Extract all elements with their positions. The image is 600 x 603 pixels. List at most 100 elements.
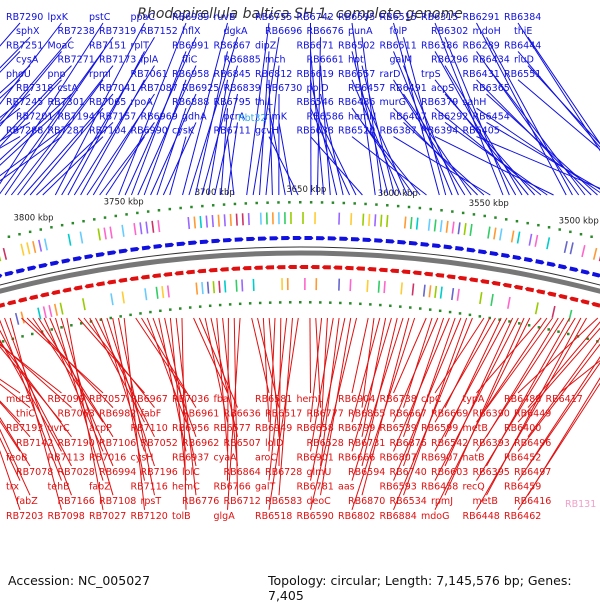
forward-feature-bar (212, 215, 213, 227)
reverse-gene-arrow (51, 290, 61, 296)
forward-feature-bar (535, 235, 537, 247)
reverse-gene-label: RB6590 (297, 511, 334, 522)
forward-gene-label: RB7245 (6, 97, 43, 108)
forward-feature-bar (435, 219, 436, 231)
forward-gene-label: pstC (89, 12, 111, 23)
reverse-feature-bar (401, 282, 402, 294)
reverse-gene-arrow (344, 266, 353, 270)
reverse-gene-arrow (536, 289, 546, 295)
reverse-gene-arrow (322, 265, 331, 269)
forward-feature-bar (110, 227, 112, 239)
reverse-gene-label: aroC (255, 452, 277, 463)
forward-gene-label: RB6586 (307, 111, 344, 122)
forward-gene-label: RB7157 (99, 111, 136, 122)
reverse-gene-arrow (231, 267, 240, 271)
forward-gene-label: RB6755 (255, 12, 292, 23)
forward-gene-label: RB6454 (473, 111, 510, 122)
tick-dot (8, 235, 11, 238)
forward-gene-label: RB6291 (463, 12, 500, 23)
forward-feature-bar (458, 222, 460, 234)
tick-dot (389, 305, 392, 308)
forward-feature-bar (570, 242, 573, 254)
tick-dot (349, 302, 352, 305)
reverse-gene-arrow (197, 269, 206, 274)
tick-dot (149, 311, 152, 314)
tick-dot (31, 333, 34, 336)
reverse-gene-arrow (254, 266, 263, 270)
forward-gene-leader (170, 137, 186, 195)
tick-dot (332, 201, 335, 204)
forward-gene-label: thiE (514, 26, 532, 37)
reverse-gene-arrow (491, 281, 501, 286)
reverse-gene-label: RB6542 (431, 438, 468, 449)
forward-gene-arrow (581, 269, 591, 275)
tick-dot (419, 307, 422, 310)
forward-gene-arrow (293, 236, 302, 240)
tick-dot (343, 202, 346, 205)
reverse-feature-bar (508, 297, 510, 309)
forward-gene-label: RB6696 (265, 26, 302, 37)
reverse-gene-label: RB7120 (131, 511, 168, 522)
reverse-gene-arrow (29, 294, 39, 300)
reverse-gene-label: RB6390 (473, 409, 510, 420)
reverse-gene-label: tolB (172, 511, 191, 522)
reverse-gene-label: RB6636 (224, 409, 261, 420)
forward-gene-label: RB6990 (131, 126, 168, 137)
reverse-gene-label: rpmJ (431, 496, 453, 507)
reverse-feature-bar (384, 281, 385, 293)
forward-feature-bar (237, 214, 238, 226)
reverse-gene-label: RB6417 (546, 394, 583, 405)
forward-gene-arrow (569, 266, 579, 272)
forward-feature-bar (547, 237, 549, 249)
tick-dot (190, 206, 193, 209)
forward-gene-label: RB6885 (224, 55, 261, 66)
tick-dot (299, 201, 302, 204)
forward-gene-arrow (351, 237, 360, 241)
forward-gene-arrow (223, 238, 232, 243)
reverse-gene-label: tehB (48, 482, 70, 493)
forward-gene-label: RB6730 (265, 83, 302, 94)
forward-gene-label: RB7065 (89, 97, 126, 108)
reverse-gene-arrow (18, 297, 28, 303)
tick-dot (419, 207, 422, 210)
reverse-feature-bar (156, 287, 157, 299)
tick-dot (60, 326, 63, 329)
reverse-gene-label: RB6956 (172, 423, 209, 434)
tick-dot (429, 208, 432, 211)
forward-feature-bar (594, 248, 597, 260)
forward-gene-label: hpt (348, 55, 364, 66)
reverse-feature-bar (49, 305, 52, 317)
forward-gene-label: MoaC (48, 40, 75, 51)
tick-dot (528, 324, 531, 327)
reverse-gene-label: RB6669 (431, 409, 468, 420)
tick-dot (494, 216, 497, 219)
forward-gene-arrow (0, 273, 3, 279)
tick-dot (169, 208, 172, 211)
reverse-gene-arrow (129, 276, 138, 281)
tick-dot (82, 220, 85, 223)
forward-feature-bar (21, 244, 24, 256)
forward-gene-label: RB7152 (141, 26, 178, 37)
reverse-feature-bar (441, 287, 442, 299)
reverse-gene-label: glgA (214, 511, 236, 522)
reverse-gene-label: RB7142 (16, 438, 53, 449)
forward-gene-label: rarD (380, 69, 401, 80)
forward-gene-label: sahH (463, 97, 487, 108)
reverse-gene-leader (311, 318, 322, 422)
backbone-ring (0, 253, 600, 340)
tick-dot (245, 202, 248, 205)
forward-gene-label: RB6991 (172, 40, 209, 51)
forward-feature-bar (98, 229, 100, 241)
reverse-gene-label: RB6448 (463, 511, 500, 522)
tick-dot (159, 310, 162, 313)
forward-feature-bar (417, 218, 418, 230)
reverse-feature-bar (55, 304, 58, 316)
tick-dot (289, 301, 292, 304)
forward-gene-label: RB6387 (380, 126, 417, 137)
reverse-gene-label: cyaA (214, 452, 238, 463)
reverse-feature-bar (145, 288, 147, 300)
tick-dot (547, 328, 550, 331)
tick-dot (259, 302, 262, 305)
axis-tick-label: 3600 kbp (378, 189, 418, 199)
forward-gene-label: galM (390, 55, 413, 66)
